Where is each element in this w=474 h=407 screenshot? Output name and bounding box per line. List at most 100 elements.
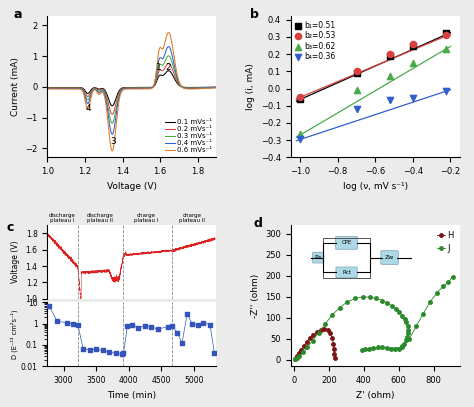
Y-axis label: -Z'' (ohm): -Z'' (ohm) <box>251 274 260 318</box>
H <box>292 357 298 361</box>
0.1 mVs⁻¹ <box>166 68 172 73</box>
Text: b: b <box>250 8 259 21</box>
0.1 mVs⁻¹ <box>147 85 153 90</box>
Point <box>410 41 417 48</box>
Line: 0.1 mVs⁻¹: 0.1 mVs⁻¹ <box>47 71 217 106</box>
Point <box>86 347 93 353</box>
H <box>328 331 333 336</box>
J <box>403 338 409 343</box>
J <box>401 341 407 346</box>
J <box>406 337 412 341</box>
J <box>379 345 385 350</box>
J <box>434 290 440 295</box>
J <box>366 346 372 351</box>
J <box>304 345 310 350</box>
0.2 mVs⁻¹ <box>55 85 61 90</box>
Point <box>154 326 162 333</box>
J <box>374 296 379 301</box>
J <box>352 296 358 301</box>
Point <box>200 319 207 326</box>
0.1 mVs⁻¹ <box>55 85 61 90</box>
Y-axis label: log (i, mA): log (i, mA) <box>246 63 255 110</box>
J <box>450 274 456 279</box>
J <box>322 321 328 326</box>
0.2 mVs⁻¹ <box>191 85 196 90</box>
Y-axis label: Voltage (V): Voltage (V) <box>11 241 20 283</box>
0.4 mVs⁻¹ <box>153 78 158 83</box>
X-axis label: Z' (ohm): Z' (ohm) <box>356 391 394 400</box>
Point <box>386 73 393 79</box>
0.4 mVs⁻¹ <box>191 86 196 91</box>
Legend: 0.1 mVs⁻¹, 0.2 mVs⁻¹, 0.3 mVs⁻¹, 0.4 mVs⁻¹, 0.6 mVs⁻¹: 0.1 mVs⁻¹, 0.2 mVs⁻¹, 0.3 mVs⁻¹, 0.4 mVs… <box>164 118 213 154</box>
Point <box>410 94 417 101</box>
Point <box>79 346 87 352</box>
H <box>331 347 337 352</box>
0.2 mVs⁻¹ <box>147 85 153 90</box>
0.1 mVs⁻¹ <box>143 85 149 90</box>
J <box>440 284 446 289</box>
J <box>404 320 410 325</box>
0.3 mVs⁻¹ <box>147 85 153 90</box>
J <box>400 345 405 350</box>
H <box>294 353 300 358</box>
H <box>293 355 299 360</box>
Point <box>296 136 304 142</box>
0.4 mVs⁻¹ <box>109 132 115 137</box>
J <box>399 344 405 349</box>
Point <box>353 106 360 112</box>
Point <box>386 97 393 103</box>
0.4 mVs⁻¹ <box>173 71 179 76</box>
J <box>446 280 451 284</box>
Line: 0.6 mVs⁻¹: 0.6 mVs⁻¹ <box>47 33 217 151</box>
J <box>405 324 410 329</box>
J <box>397 310 402 315</box>
0.6 mVs⁻¹ <box>214 85 219 90</box>
H <box>304 339 310 344</box>
Point <box>206 321 214 328</box>
Point <box>164 324 172 330</box>
Point <box>147 324 155 330</box>
0.4 mVs⁻¹ <box>214 85 219 90</box>
H <box>310 332 316 337</box>
Text: 2: 2 <box>166 63 171 72</box>
Text: charge
plateau I: charge plateau I <box>134 212 159 223</box>
Point <box>194 322 201 328</box>
H <box>307 336 313 341</box>
Point <box>70 321 77 327</box>
0.1 mVs⁻¹ <box>214 85 219 90</box>
Point <box>210 350 218 356</box>
Point <box>353 68 360 74</box>
Text: 4: 4 <box>86 105 91 114</box>
Point <box>442 46 450 52</box>
Point <box>92 346 100 352</box>
J <box>329 313 335 317</box>
Line: 0.2 mVs⁻¹: 0.2 mVs⁻¹ <box>47 63 217 114</box>
0.2 mVs⁻¹ <box>173 77 179 81</box>
0.3 mVs⁻¹ <box>173 74 179 79</box>
J <box>360 294 366 299</box>
J <box>370 345 376 350</box>
J <box>404 335 410 339</box>
H <box>314 329 320 334</box>
Point <box>63 319 71 326</box>
Point <box>141 322 149 329</box>
0.1 mVs⁻¹ <box>173 79 179 84</box>
Point <box>442 32 450 38</box>
Point <box>99 347 107 354</box>
H <box>296 351 302 356</box>
0.6 mVs⁻¹ <box>173 66 179 71</box>
0.2 mVs⁻¹ <box>143 85 149 90</box>
Point <box>296 96 304 103</box>
0.3 mVs⁻¹ <box>45 85 50 90</box>
Point <box>442 88 450 94</box>
Point <box>189 321 196 327</box>
J <box>400 313 405 318</box>
0.1 mVs⁻¹ <box>153 82 158 87</box>
Point <box>46 303 53 309</box>
H <box>331 352 337 357</box>
Y-axis label: Current (mA): Current (mA) <box>11 57 20 116</box>
J <box>374 345 380 350</box>
Text: discharge
plateau I: discharge plateau I <box>49 212 76 223</box>
H <box>325 328 330 333</box>
J <box>420 311 426 316</box>
